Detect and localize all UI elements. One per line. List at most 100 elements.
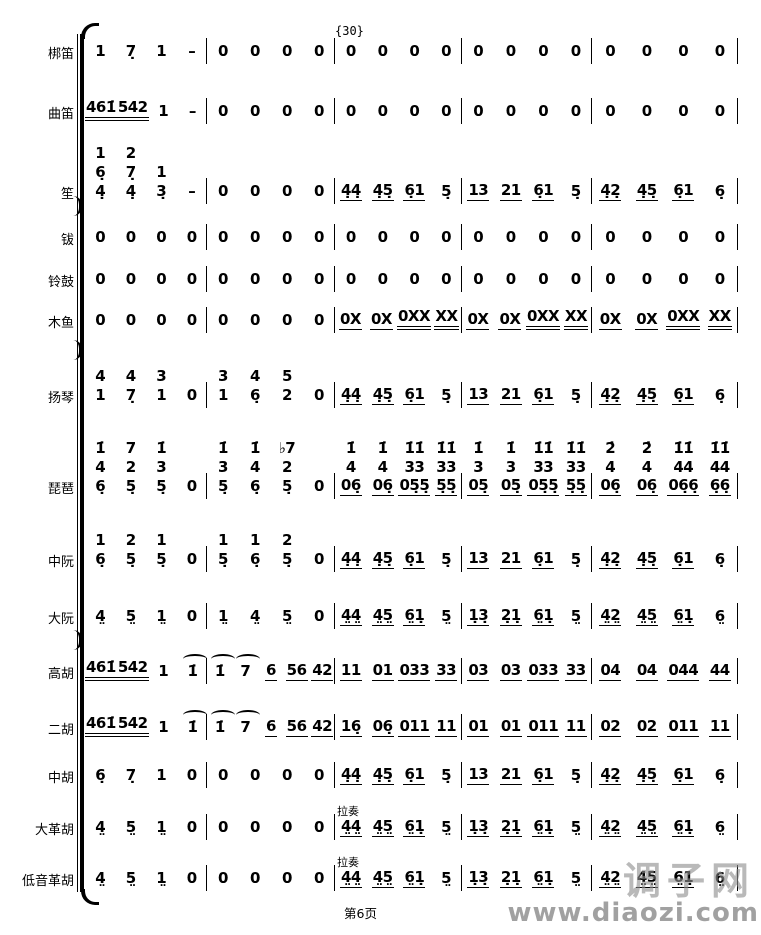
instrument-row-1: 1 7̣ 1 – 0 0 0 0 0 0 0 0 0 0 0 0 0 0 0 0 bbox=[85, 38, 738, 64]
note-group: 3 bbox=[218, 367, 228, 385]
beat-cell: 0X bbox=[629, 310, 666, 330]
measure: 02 02 011 11 bbox=[592, 714, 738, 740]
beat-cell bbox=[177, 367, 208, 386]
beat-cell: 0 bbox=[495, 270, 528, 289]
measure: 1̣3̣ 2̣1̣ 6̤1̣ 5̤ bbox=[462, 865, 592, 891]
measure: 4̣2̣ 4̣5̣ 6̣1 6̣ bbox=[592, 367, 738, 408]
measure: 4̣4̣ 4̣5̣ 6̣1 5̣ bbox=[335, 144, 462, 204]
beat-cell: 4̣2̣ bbox=[592, 181, 629, 201]
note-group: 6 bbox=[265, 661, 277, 681]
beat-cell: 1 bbox=[149, 662, 178, 681]
measure: 1̣3̣ 2̣1̣ 6̤1̣ 5̤ bbox=[462, 814, 592, 840]
beat-cell: 0 bbox=[335, 102, 367, 121]
note-group: 0 bbox=[186, 228, 197, 246]
beat-cell: 0 bbox=[462, 102, 495, 121]
note-group: 3 bbox=[156, 367, 167, 385]
beat-cell: 4̤ bbox=[85, 607, 116, 626]
note-group: 4̤ bbox=[95, 869, 106, 887]
note-group: 6̣ bbox=[714, 182, 725, 200]
note-group: 6̣1 bbox=[672, 385, 695, 405]
beat-cell: 13 bbox=[462, 181, 495, 201]
beat-cell: 6̣1 bbox=[527, 385, 560, 405]
note-group: 33 bbox=[565, 458, 586, 476]
note-group: 4̤2̤ bbox=[599, 868, 622, 888]
note-group: 7 bbox=[236, 710, 261, 736]
beat-cell: 1̣3̣ bbox=[462, 817, 495, 837]
measure: 4̤2̤ 4̤5̤ 6̤1̣ 6̤ bbox=[592, 814, 739, 840]
beat-cell: 0 bbox=[146, 270, 177, 289]
beat-cell: 0 bbox=[271, 270, 303, 289]
measure: 0 0 0 0 bbox=[462, 98, 593, 124]
note-group: 0 bbox=[473, 102, 484, 120]
beat-cell: 461̇ bbox=[85, 714, 117, 737]
measure: 0 0 0 0 bbox=[592, 266, 738, 292]
beat-cell: 5̣ bbox=[430, 386, 462, 405]
measure: 0 0 0 0 bbox=[592, 38, 738, 64]
beat-cell: 0 bbox=[560, 102, 593, 121]
note-group: 06̣ bbox=[371, 476, 394, 496]
instrument-row-6: 0 0 0 0 0 0 0 0 0X 0X 0XX XX 0X 0X 0XX XX 0X 0X 0XX XX bbox=[85, 307, 738, 333]
note-group: 542 bbox=[116, 98, 149, 121]
beat-cell bbox=[177, 163, 208, 182]
measure: 4̤ 5̤ 1̤ 0 bbox=[85, 865, 207, 891]
beat-cell: 0 bbox=[560, 42, 593, 61]
system-barline-thin bbox=[77, 34, 78, 892]
note-group: 0 bbox=[156, 270, 167, 288]
beat-cell: 4̤5̤ bbox=[629, 606, 666, 626]
system-bracket-top-hook bbox=[81, 23, 99, 39]
note-group: 4 bbox=[95, 458, 106, 476]
beat-cell: 0XX bbox=[525, 307, 561, 330]
instrument-row-13: 6̣ 7̣ 1 0 0 0 0 0 4̣4̣ 4̣5̣ 6̣1 5̣ 13 21 6̣1 5̣ 4̣2̣ 4̣5̣… bbox=[85, 762, 739, 788]
instrument-row-12: 461̇ 542 1 1̇ 1̇ 7 6 56 42 16̣ 06̣ 011 11 01 01 011 11 02… bbox=[85, 710, 738, 740]
measure: 4̣2̣ 4̣5̣ 6̣1 6̣ bbox=[592, 762, 739, 788]
instrument-label-13: 中胡 bbox=[47, 771, 74, 786]
note-group: 5̤ bbox=[125, 869, 136, 887]
beat-cell: 1̇1̇ bbox=[665, 439, 702, 458]
note-group: 06̣ bbox=[635, 476, 658, 496]
note-group: – bbox=[188, 102, 197, 120]
beat-cell: 6̣ bbox=[702, 766, 739, 785]
note-group: 0 bbox=[186, 270, 197, 288]
beat-cell: 4̤5̤ bbox=[367, 817, 399, 837]
beat-cell: 2̣1̣ bbox=[495, 817, 528, 837]
note-group: 4̣4̣ bbox=[339, 765, 362, 785]
note-group: 6̣6̣ bbox=[708, 476, 731, 496]
note-group: 5̤ bbox=[570, 869, 581, 887]
beat-cell: 1 bbox=[207, 386, 239, 405]
beat-cell: 0 bbox=[303, 182, 335, 201]
beat-cell: 06̣ bbox=[367, 476, 399, 496]
note-group: 4 bbox=[641, 458, 652, 476]
beat-cell: 1 bbox=[146, 163, 177, 182]
beat-cell: 0 bbox=[177, 607, 208, 626]
beat-cell: 4̤5̤ bbox=[367, 606, 399, 626]
instrument-label-1: 梆笛 bbox=[47, 47, 74, 62]
beat-cell: 0 bbox=[85, 270, 116, 289]
note-group: 04 bbox=[635, 661, 658, 681]
note-group: 0 bbox=[250, 311, 260, 329]
beat-cell: 02 bbox=[629, 717, 666, 737]
note-group: 4̣5̣ bbox=[635, 181, 658, 201]
beat-cell: 1̇ bbox=[207, 710, 235, 737]
note-group: 7 bbox=[125, 439, 136, 457]
beat-cell: 6̤ bbox=[702, 818, 739, 837]
note-group: 1̤ bbox=[218, 607, 228, 625]
note-group: 1 bbox=[95, 144, 106, 162]
note-group: 4̤5̤ bbox=[635, 606, 658, 626]
note-group: 0 bbox=[605, 102, 616, 120]
note-group: 4̣5̣ bbox=[371, 549, 394, 569]
note-group: 03 bbox=[467, 661, 490, 681]
note-group: 0 bbox=[186, 311, 197, 329]
beat-cell: 6̤1̣ bbox=[399, 868, 431, 888]
measure: 1̣3̣ 2̣1̣ 6̤1̣ 5̤ bbox=[462, 603, 592, 629]
note-group: 0 bbox=[314, 182, 324, 200]
note-group: 6̤1̣ bbox=[672, 817, 695, 837]
beat-cell: 5̤ bbox=[430, 869, 462, 888]
beat-cell: 2 bbox=[271, 386, 303, 405]
note-group: – bbox=[188, 42, 196, 60]
note-group: 1 bbox=[250, 531, 260, 549]
beat-cell: 0 bbox=[85, 311, 116, 330]
beat-cell: 0 bbox=[303, 818, 335, 837]
beat-cell: 2 bbox=[271, 458, 303, 477]
note-group: 4̣2̣ bbox=[599, 181, 622, 201]
note-group: 2̇ bbox=[641, 439, 652, 457]
